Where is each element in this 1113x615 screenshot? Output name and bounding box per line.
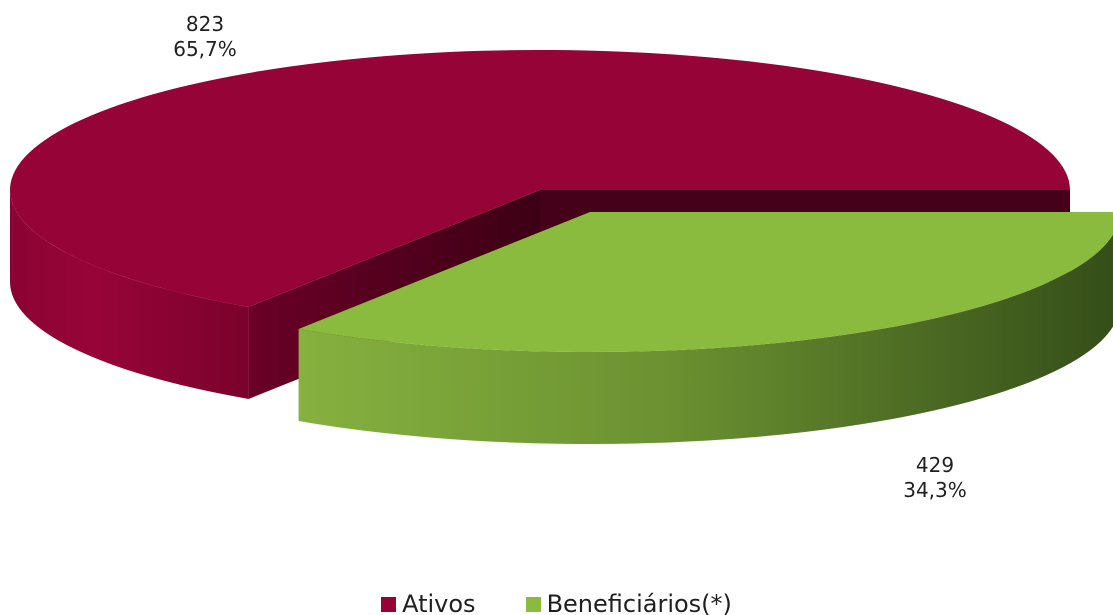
legend-swatch-beneficiarios [525, 596, 541, 612]
legend-swatch-ativos [381, 596, 397, 612]
legend-item-ativos: Ativos [381, 590, 476, 615]
data-label-beneficiarios-percent: 34,3% [903, 478, 967, 502]
legend-label-ativos: Ativos [402, 590, 476, 615]
slice-ativos-side [10, 190, 249, 399]
slice-beneficiarios-side [298, 234, 1113, 444]
data-label-ativos-percent: 65,7% [173, 37, 237, 61]
legend: Ativos Beneficiários(*) [0, 590, 1113, 615]
legend-label-beneficiarios: Beneficiários(*) [546, 590, 732, 615]
slice-beneficiarios-top [298, 212, 1113, 352]
data-label-beneficiarios-value: 429 [915, 453, 955, 477]
data-label-ativos-value: 823 [185, 12, 225, 36]
data-label-ativos: 823 65,7% [150, 12, 260, 62]
legend-item-beneficiarios: Beneficiários(*) [525, 590, 732, 615]
slice-ativos-top [10, 49, 1071, 307]
data-label-beneficiarios: 429 34,3% [880, 453, 990, 503]
